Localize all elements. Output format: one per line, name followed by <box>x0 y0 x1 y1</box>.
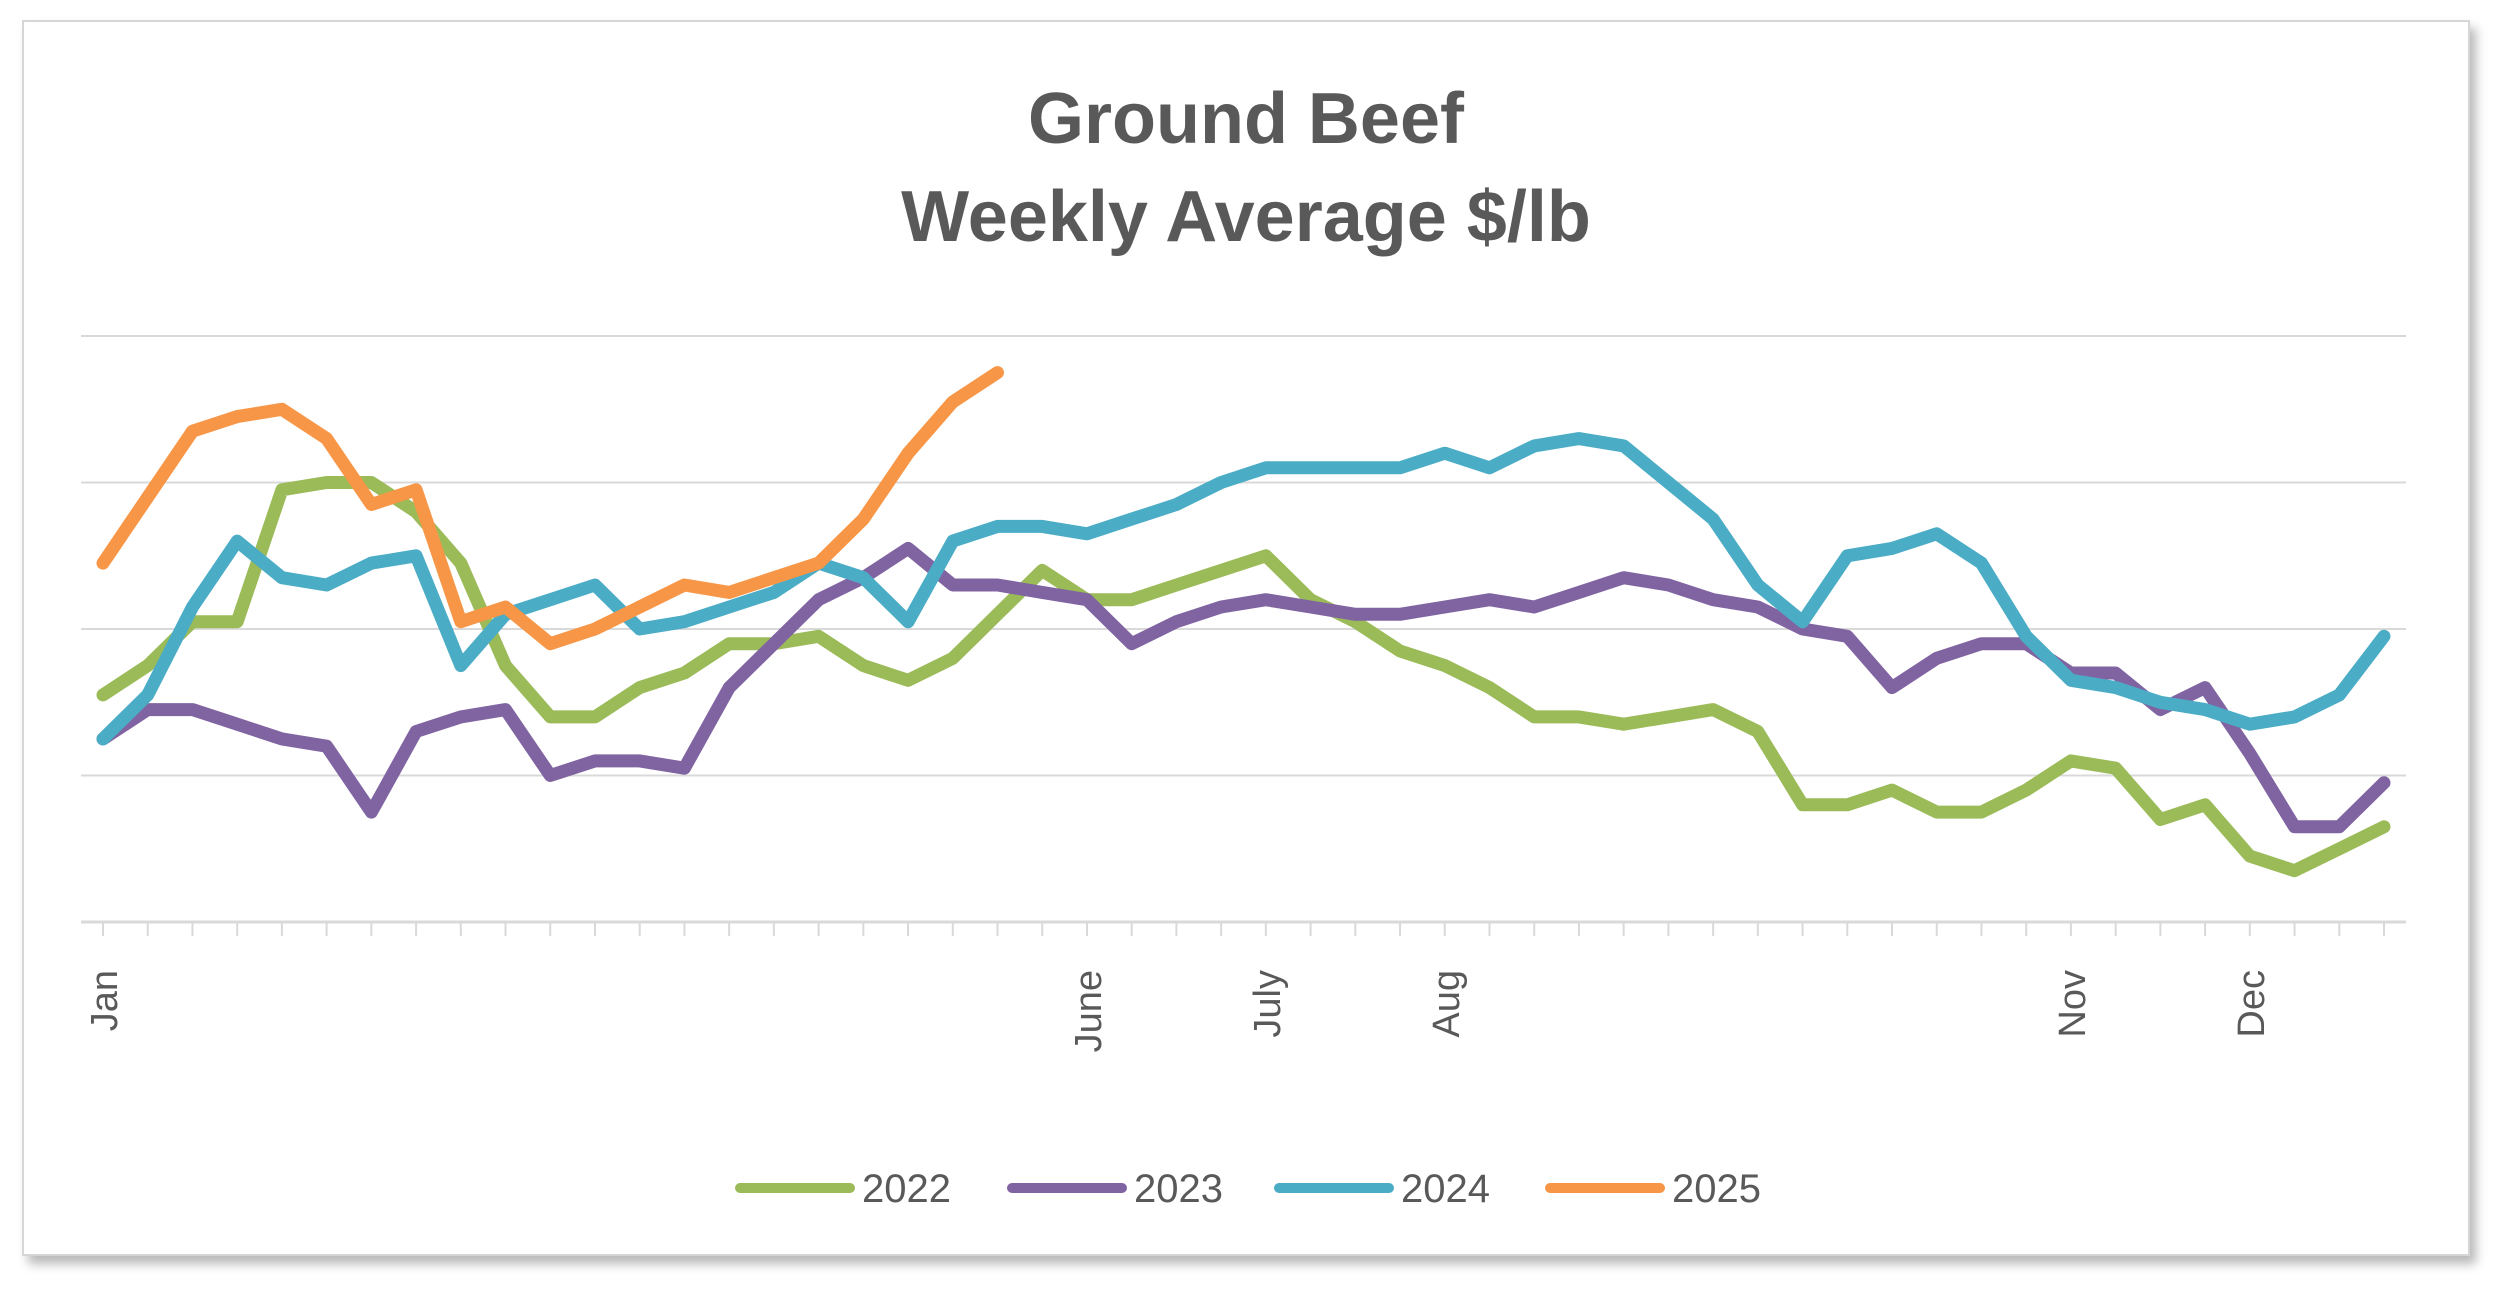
series-line-2023 <box>96 541 2391 834</box>
x-axis: Jan June July Aug Nov Dec <box>81 920 2406 1052</box>
legend-label: 2022 <box>862 1167 951 1211</box>
x-tick-label: Dec <box>2231 970 2273 1038</box>
series-lines <box>96 366 2391 878</box>
legend-item-2022: 2022 <box>735 1167 951 1211</box>
chart-title: Ground Beef Weekly Average $/lb <box>901 79 1591 257</box>
chart-frame: Ground Beef Weekly Average $/lb Jan June Ju… <box>22 20 2470 1256</box>
series-line-2024 <box>96 432 2391 746</box>
x-tick-label: Nov <box>2052 970 2094 1038</box>
series-line-2025 <box>96 366 1004 651</box>
x-tick-label: July <box>1247 970 1289 1038</box>
legend-item-2023: 2023 <box>1007 1167 1223 1211</box>
x-tick-label: June <box>1068 970 1110 1052</box>
legend: 2022 2023 2024 2025 <box>735 1167 1761 1211</box>
legend-item-2025: 2025 <box>1545 1167 1761 1211</box>
legend-label: 2025 <box>1672 1167 1761 1211</box>
legend-label: 2023 <box>1134 1167 1223 1211</box>
series-line-2022 <box>96 476 2391 878</box>
x-tick-label: Jan <box>84 970 126 1031</box>
chart-title-line: Ground Beef <box>1028 79 1465 159</box>
gridlines <box>81 335 2406 777</box>
chart-title-line: Weekly Average $/lb <box>901 177 1591 257</box>
legend-item-2024: 2024 <box>1274 1167 1490 1211</box>
x-tick-label: Aug <box>1426 970 1468 1038</box>
legend-label: 2024 <box>1401 1167 1490 1211</box>
line-chart: Ground Beef Weekly Average $/lb Jan June Ju… <box>81 79 2406 1211</box>
